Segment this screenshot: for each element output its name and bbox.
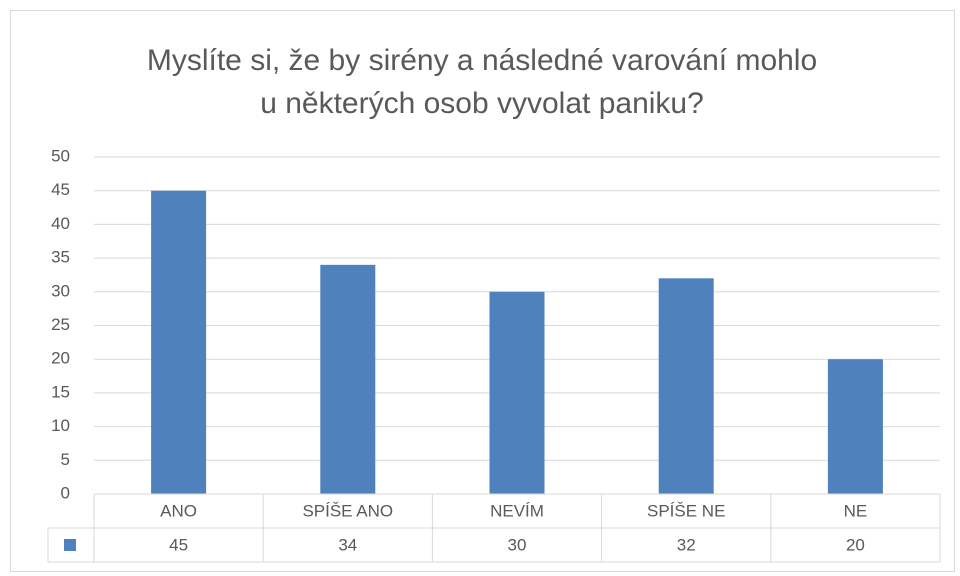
y-tick-label: 50 (51, 146, 70, 165)
table-value: 34 (338, 535, 357, 554)
bar (658, 278, 714, 494)
x-tick-label: NE (844, 501, 868, 520)
table-value: 20 (846, 535, 865, 554)
y-tick-label: 30 (51, 281, 70, 300)
bar (489, 291, 545, 494)
y-tick-label: 45 (51, 180, 70, 199)
y-tick-label: 40 (51, 214, 70, 233)
x-tick-label: SPÍŠE ANO (302, 501, 393, 520)
y-tick-label: 10 (51, 416, 70, 435)
y-tick-label: 20 (51, 349, 70, 368)
chart-title: u některých osob vyvolat paniku? (260, 87, 704, 120)
legend-swatch (64, 539, 76, 551)
x-tick-label: SPÍŠE NE (647, 501, 725, 520)
y-tick-label: 5 (61, 450, 70, 469)
y-tick-label: 35 (51, 248, 70, 267)
table-value: 45 (169, 535, 188, 554)
y-tick-label: 0 (61, 483, 70, 502)
chart-title: Myslíte si, že by sirény a následné varo… (147, 44, 817, 77)
x-tick-label: NEVÍM (490, 501, 544, 520)
y-tick-label: 15 (51, 382, 70, 401)
bar (151, 190, 207, 494)
y-tick-label: 25 (51, 315, 70, 334)
table-value: 30 (508, 535, 527, 554)
bar (320, 264, 376, 494)
table-value: 32 (677, 535, 696, 554)
bar (827, 359, 883, 494)
x-tick-label: ANO (160, 501, 197, 520)
